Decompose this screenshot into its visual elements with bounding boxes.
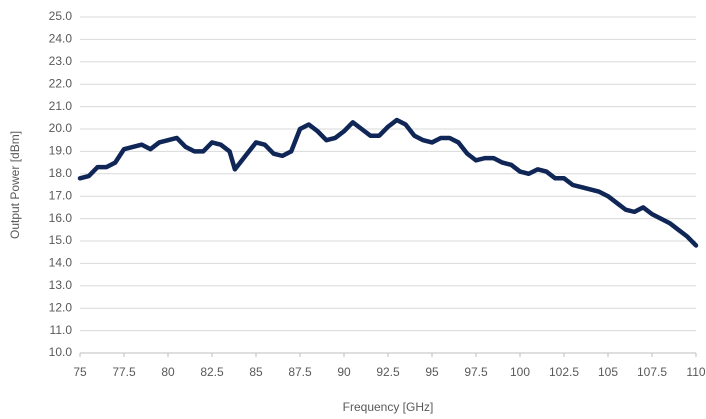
x-tick-label: 85 <box>249 365 263 379</box>
y-tick-label: 16.0 <box>49 211 73 225</box>
x-tick-label: 105 <box>598 365 618 379</box>
y-tick-label: 10.0 <box>49 345 73 359</box>
y-tick-label: 12.0 <box>49 300 73 314</box>
x-tick-label: 77.5 <box>112 365 136 379</box>
y-axis-title: Output Power [dBm] <box>8 131 22 239</box>
y-tick-label: 19.0 <box>49 144 73 158</box>
x-tick-label: 110 <box>686 365 705 379</box>
y-tick-label: 25.0 <box>49 9 73 23</box>
y-tick-label: 11.0 <box>50 323 73 337</box>
y-tick-label: 14.0 <box>49 256 73 270</box>
y-tick-label: 15.0 <box>49 233 73 247</box>
x-tick-label: 87.5 <box>288 365 312 379</box>
x-tick-label: 82.5 <box>200 365 224 379</box>
y-tick-label: 21.0 <box>49 99 73 113</box>
x-tick-label: 100 <box>510 365 530 379</box>
x-tick-label: 95 <box>425 365 439 379</box>
y-tick-label: 13.0 <box>49 278 73 292</box>
x-tick-label: 92.5 <box>376 365 400 379</box>
y-tick-label: 20.0 <box>49 121 73 135</box>
data-line <box>77 117 699 248</box>
y-tick-label: 18.0 <box>49 166 73 180</box>
x-tick-label: 107.5 <box>637 365 667 379</box>
y-tick-label: 17.0 <box>49 188 73 202</box>
x-tick-label: 75 <box>73 365 87 379</box>
x-tick-label: 102.5 <box>549 365 579 379</box>
x-tick-label: 80 <box>161 365 175 379</box>
x-tick-label: 90 <box>337 365 351 379</box>
y-tick-label: 22.0 <box>49 76 73 90</box>
y-tick-label: 24.0 <box>49 32 73 46</box>
x-axis-title: Frequency [GHz] <box>343 400 434 414</box>
x-tick-label: 97.5 <box>464 365 488 379</box>
y-tick-label: 23.0 <box>49 54 73 68</box>
